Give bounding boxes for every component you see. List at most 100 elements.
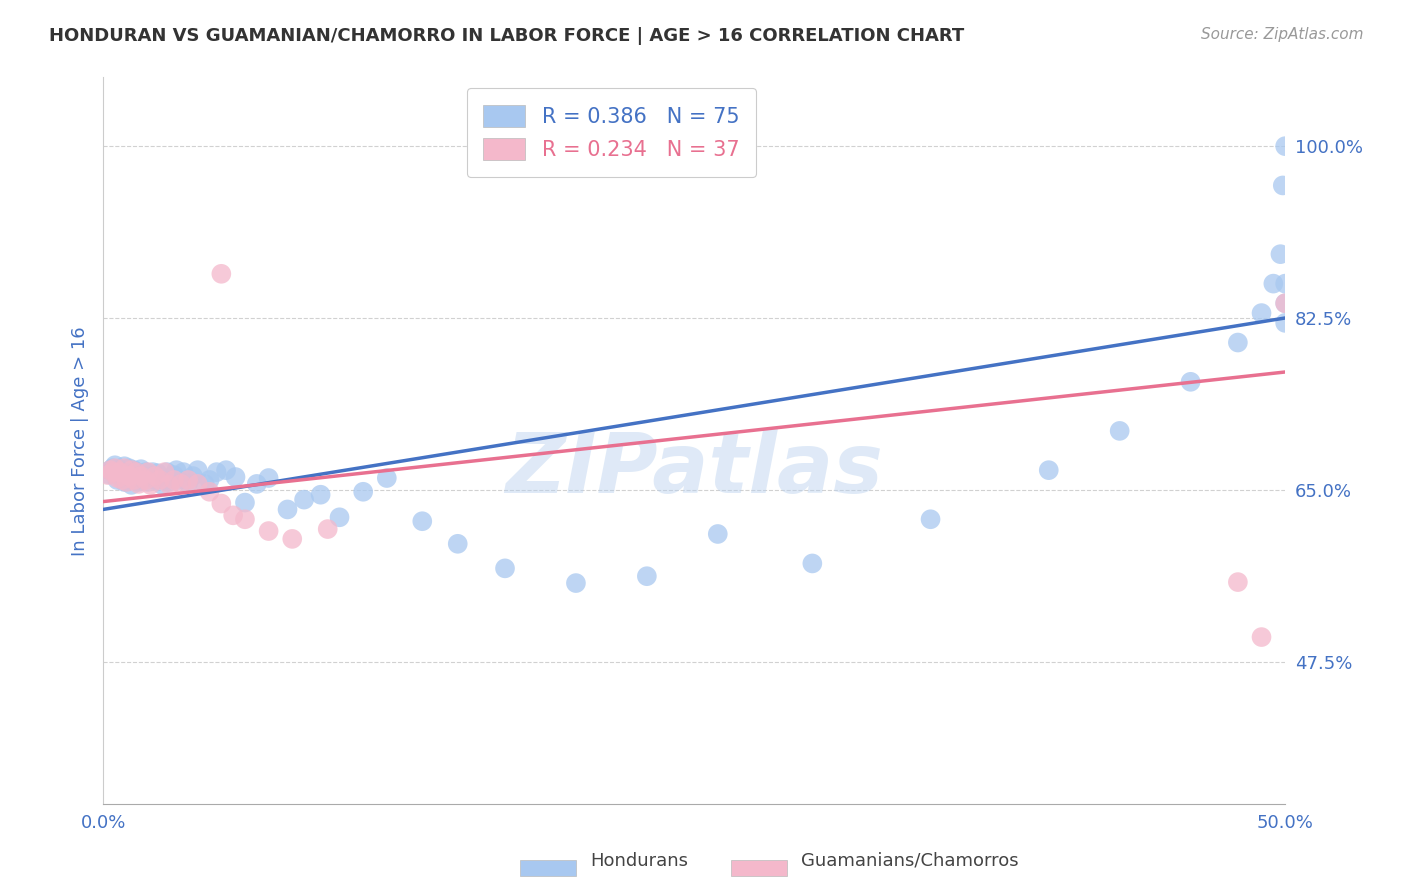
Point <box>115 466 138 480</box>
Point <box>115 475 138 489</box>
Point <box>105 471 128 485</box>
Point <box>1226 575 1249 590</box>
Point <box>108 469 131 483</box>
Point <box>257 524 280 538</box>
Point <box>153 465 176 479</box>
Point <box>1180 375 1202 389</box>
Text: Guamanians/Chamorros: Guamanians/Chamorros <box>801 852 1019 870</box>
Point <box>233 512 256 526</box>
Point <box>156 465 179 479</box>
Legend: R = 0.386   N = 75, R = 0.234   N = 37: R = 0.386 N = 75, R = 0.234 N = 37 <box>467 87 756 177</box>
Point <box>136 465 159 479</box>
Point <box>276 502 298 516</box>
Point <box>1274 316 1296 330</box>
Point <box>128 475 150 489</box>
Point <box>97 468 120 483</box>
Point <box>636 569 658 583</box>
Point <box>118 469 141 483</box>
Point <box>115 473 138 487</box>
Point <box>143 469 166 483</box>
Point <box>494 561 516 575</box>
Point <box>222 508 245 523</box>
Point <box>920 512 942 526</box>
Point <box>108 465 131 479</box>
Point <box>375 471 398 485</box>
Point <box>128 477 150 491</box>
Point <box>181 469 204 483</box>
Text: HONDURAN VS GUAMANIAN/CHAMORRO IN LABOR FORCE | AGE > 16 CORRELATION CHART: HONDURAN VS GUAMANIAN/CHAMORRO IN LABOR … <box>49 27 965 45</box>
Point <box>129 468 152 483</box>
Point <box>194 477 217 491</box>
Point <box>257 471 280 485</box>
Point <box>105 473 128 487</box>
Point <box>135 473 157 487</box>
Point <box>167 473 190 487</box>
Point <box>129 462 152 476</box>
Point <box>411 514 433 528</box>
Point <box>139 470 162 484</box>
Point <box>1274 139 1296 153</box>
Point <box>157 478 180 492</box>
Point <box>121 468 143 483</box>
Point <box>1270 247 1292 261</box>
Point <box>125 471 148 485</box>
Text: ZIPatlas: ZIPatlas <box>505 429 883 510</box>
Point <box>98 463 121 477</box>
Point <box>707 527 730 541</box>
Point <box>125 465 148 479</box>
Point <box>173 465 195 479</box>
Point <box>157 475 180 489</box>
Point <box>150 478 173 492</box>
Point <box>198 484 221 499</box>
Point <box>149 473 172 487</box>
Point <box>129 469 152 483</box>
Point <box>1226 335 1249 350</box>
Point <box>1274 296 1296 310</box>
Point <box>198 473 221 487</box>
Point <box>1250 306 1272 320</box>
Point <box>233 495 256 509</box>
Point <box>98 463 121 477</box>
Point <box>125 465 148 479</box>
Point <box>111 470 134 484</box>
Point <box>1274 296 1296 310</box>
Y-axis label: In Labor Force | Age > 16: In Labor Force | Age > 16 <box>72 326 89 556</box>
Point <box>209 267 232 281</box>
Point <box>328 510 350 524</box>
Point <box>143 473 166 487</box>
Point <box>108 462 131 476</box>
Text: Hondurans: Hondurans <box>591 852 689 870</box>
Point <box>163 468 186 483</box>
Point <box>316 522 339 536</box>
Point <box>801 557 824 571</box>
Point <box>1271 178 1294 193</box>
Point <box>447 537 470 551</box>
Point <box>118 461 141 475</box>
Point <box>121 463 143 477</box>
Point <box>139 478 162 492</box>
Point <box>104 458 127 473</box>
Point <box>177 473 200 487</box>
Point <box>101 465 124 479</box>
Point <box>1250 630 1272 644</box>
Point <box>122 473 145 487</box>
Text: Source: ZipAtlas.com: Source: ZipAtlas.com <box>1201 27 1364 42</box>
Point <box>112 475 135 489</box>
Point <box>146 466 169 480</box>
Point <box>1108 424 1130 438</box>
Point <box>101 461 124 475</box>
Point <box>97 467 120 481</box>
Point <box>309 488 332 502</box>
Point <box>165 463 187 477</box>
Point <box>122 463 145 477</box>
Point <box>292 492 315 507</box>
Point <box>1263 277 1285 291</box>
Point <box>135 465 157 479</box>
Point <box>352 484 374 499</box>
Point <box>111 473 134 487</box>
Point <box>132 473 155 487</box>
Point <box>246 477 269 491</box>
Point <box>187 477 209 491</box>
Point <box>111 464 134 478</box>
Point <box>215 463 238 477</box>
